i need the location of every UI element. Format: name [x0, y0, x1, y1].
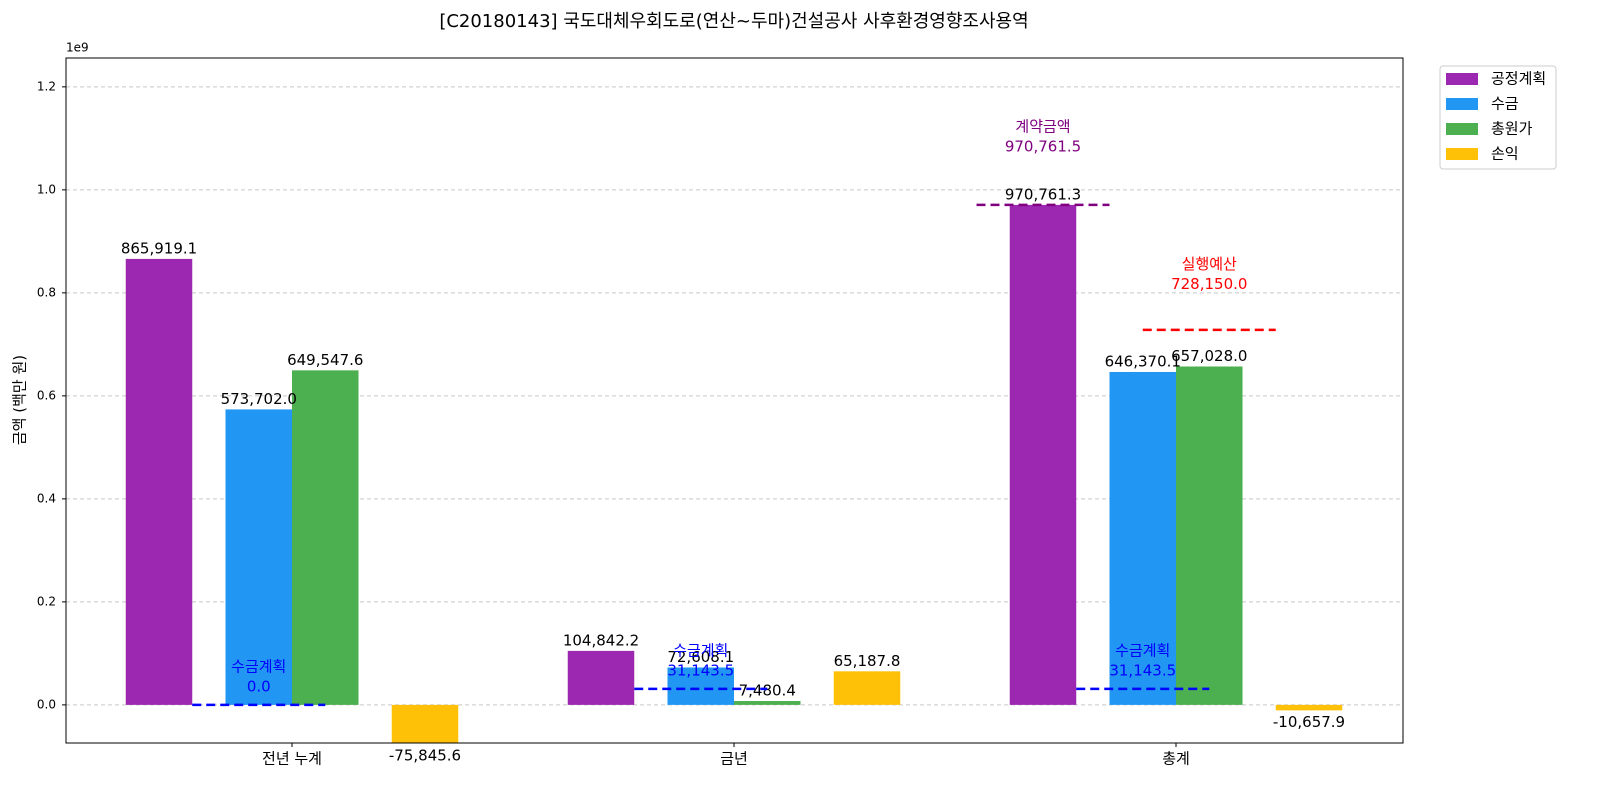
- x-tick-label: 금년: [720, 750, 748, 768]
- bar: [1275, 704, 1343, 711]
- data-label: 657,028.0: [1171, 347, 1247, 365]
- reference-name: 수금계획: [231, 657, 286, 675]
- legend-swatch: [1446, 148, 1478, 160]
- x-tick-label: 전년 누계: [262, 750, 322, 768]
- bar: [292, 370, 359, 705]
- bar: [1109, 371, 1176, 705]
- data-label: 7,480.4: [739, 682, 796, 700]
- data-label: 970,761.3: [1005, 185, 1081, 203]
- chart-title: [C20180143] 국도대체우회도로(연산~두마)건설공사 사후환경영향조사…: [439, 11, 1028, 32]
- reference-name: 수금계획: [673, 641, 728, 659]
- data-label: 65,187.8: [834, 652, 901, 670]
- reference-value: 728,150.0: [1171, 275, 1247, 293]
- y-tick-label: 0.0: [37, 697, 56, 711]
- legend-swatch: [1446, 123, 1478, 135]
- bar: [391, 704, 459, 743]
- data-label: 865,919.1: [121, 239, 197, 257]
- data-label: 104,842.2: [563, 631, 639, 649]
- reference-value: 31,143.5: [667, 661, 734, 679]
- y-offset-label: 1e9: [66, 41, 89, 55]
- bar: [1176, 366, 1243, 705]
- reference-name: 실행예산: [1182, 255, 1237, 273]
- y-tick-label: 0.6: [37, 388, 56, 402]
- legend-box: [1439, 65, 1557, 170]
- legend-swatch: [1446, 98, 1478, 110]
- data-label: 573,702.0: [221, 390, 297, 408]
- reference-name: 계약금액: [1015, 117, 1070, 135]
- bar: [225, 409, 292, 705]
- data-label: -75,845.6: [389, 746, 461, 764]
- reference-value: 31,143.5: [1109, 661, 1176, 679]
- legend-label: 손익: [1491, 145, 1519, 163]
- reference-value: 0.0: [247, 677, 271, 695]
- bars: [125, 204, 1343, 743]
- reference-value: 970,761.5: [1005, 137, 1081, 155]
- y-tick-label: 1.0: [37, 182, 56, 196]
- legend-label: 공정계획: [1491, 70, 1546, 88]
- y-tick-label: 0.8: [37, 285, 56, 299]
- data-label: 72,608.1: [667, 648, 734, 666]
- y-tick-label: 1.2: [37, 79, 56, 93]
- bar: [833, 671, 901, 705]
- bar: [734, 701, 801, 705]
- x-tick-label: 총계: [1162, 750, 1190, 768]
- y-tick-label: 0.2: [37, 594, 56, 608]
- reference-name: 수금계획: [1115, 641, 1170, 659]
- data-label: -10,657.9: [1273, 713, 1345, 731]
- bar: [567, 650, 635, 705]
- y-tick-label: 0.4: [37, 491, 56, 505]
- data-label: 649,547.6: [287, 351, 363, 369]
- legend-label: 수금: [1491, 95, 1519, 113]
- y-axis-label: 금액 (백만 원): [11, 355, 29, 445]
- bar: [1009, 204, 1077, 705]
- bar: [125, 258, 193, 705]
- data-label: 646,370.1: [1105, 352, 1181, 370]
- legend-label: 총원가: [1491, 120, 1533, 138]
- legend-swatch: [1446, 73, 1478, 85]
- bar: [667, 667, 734, 705]
